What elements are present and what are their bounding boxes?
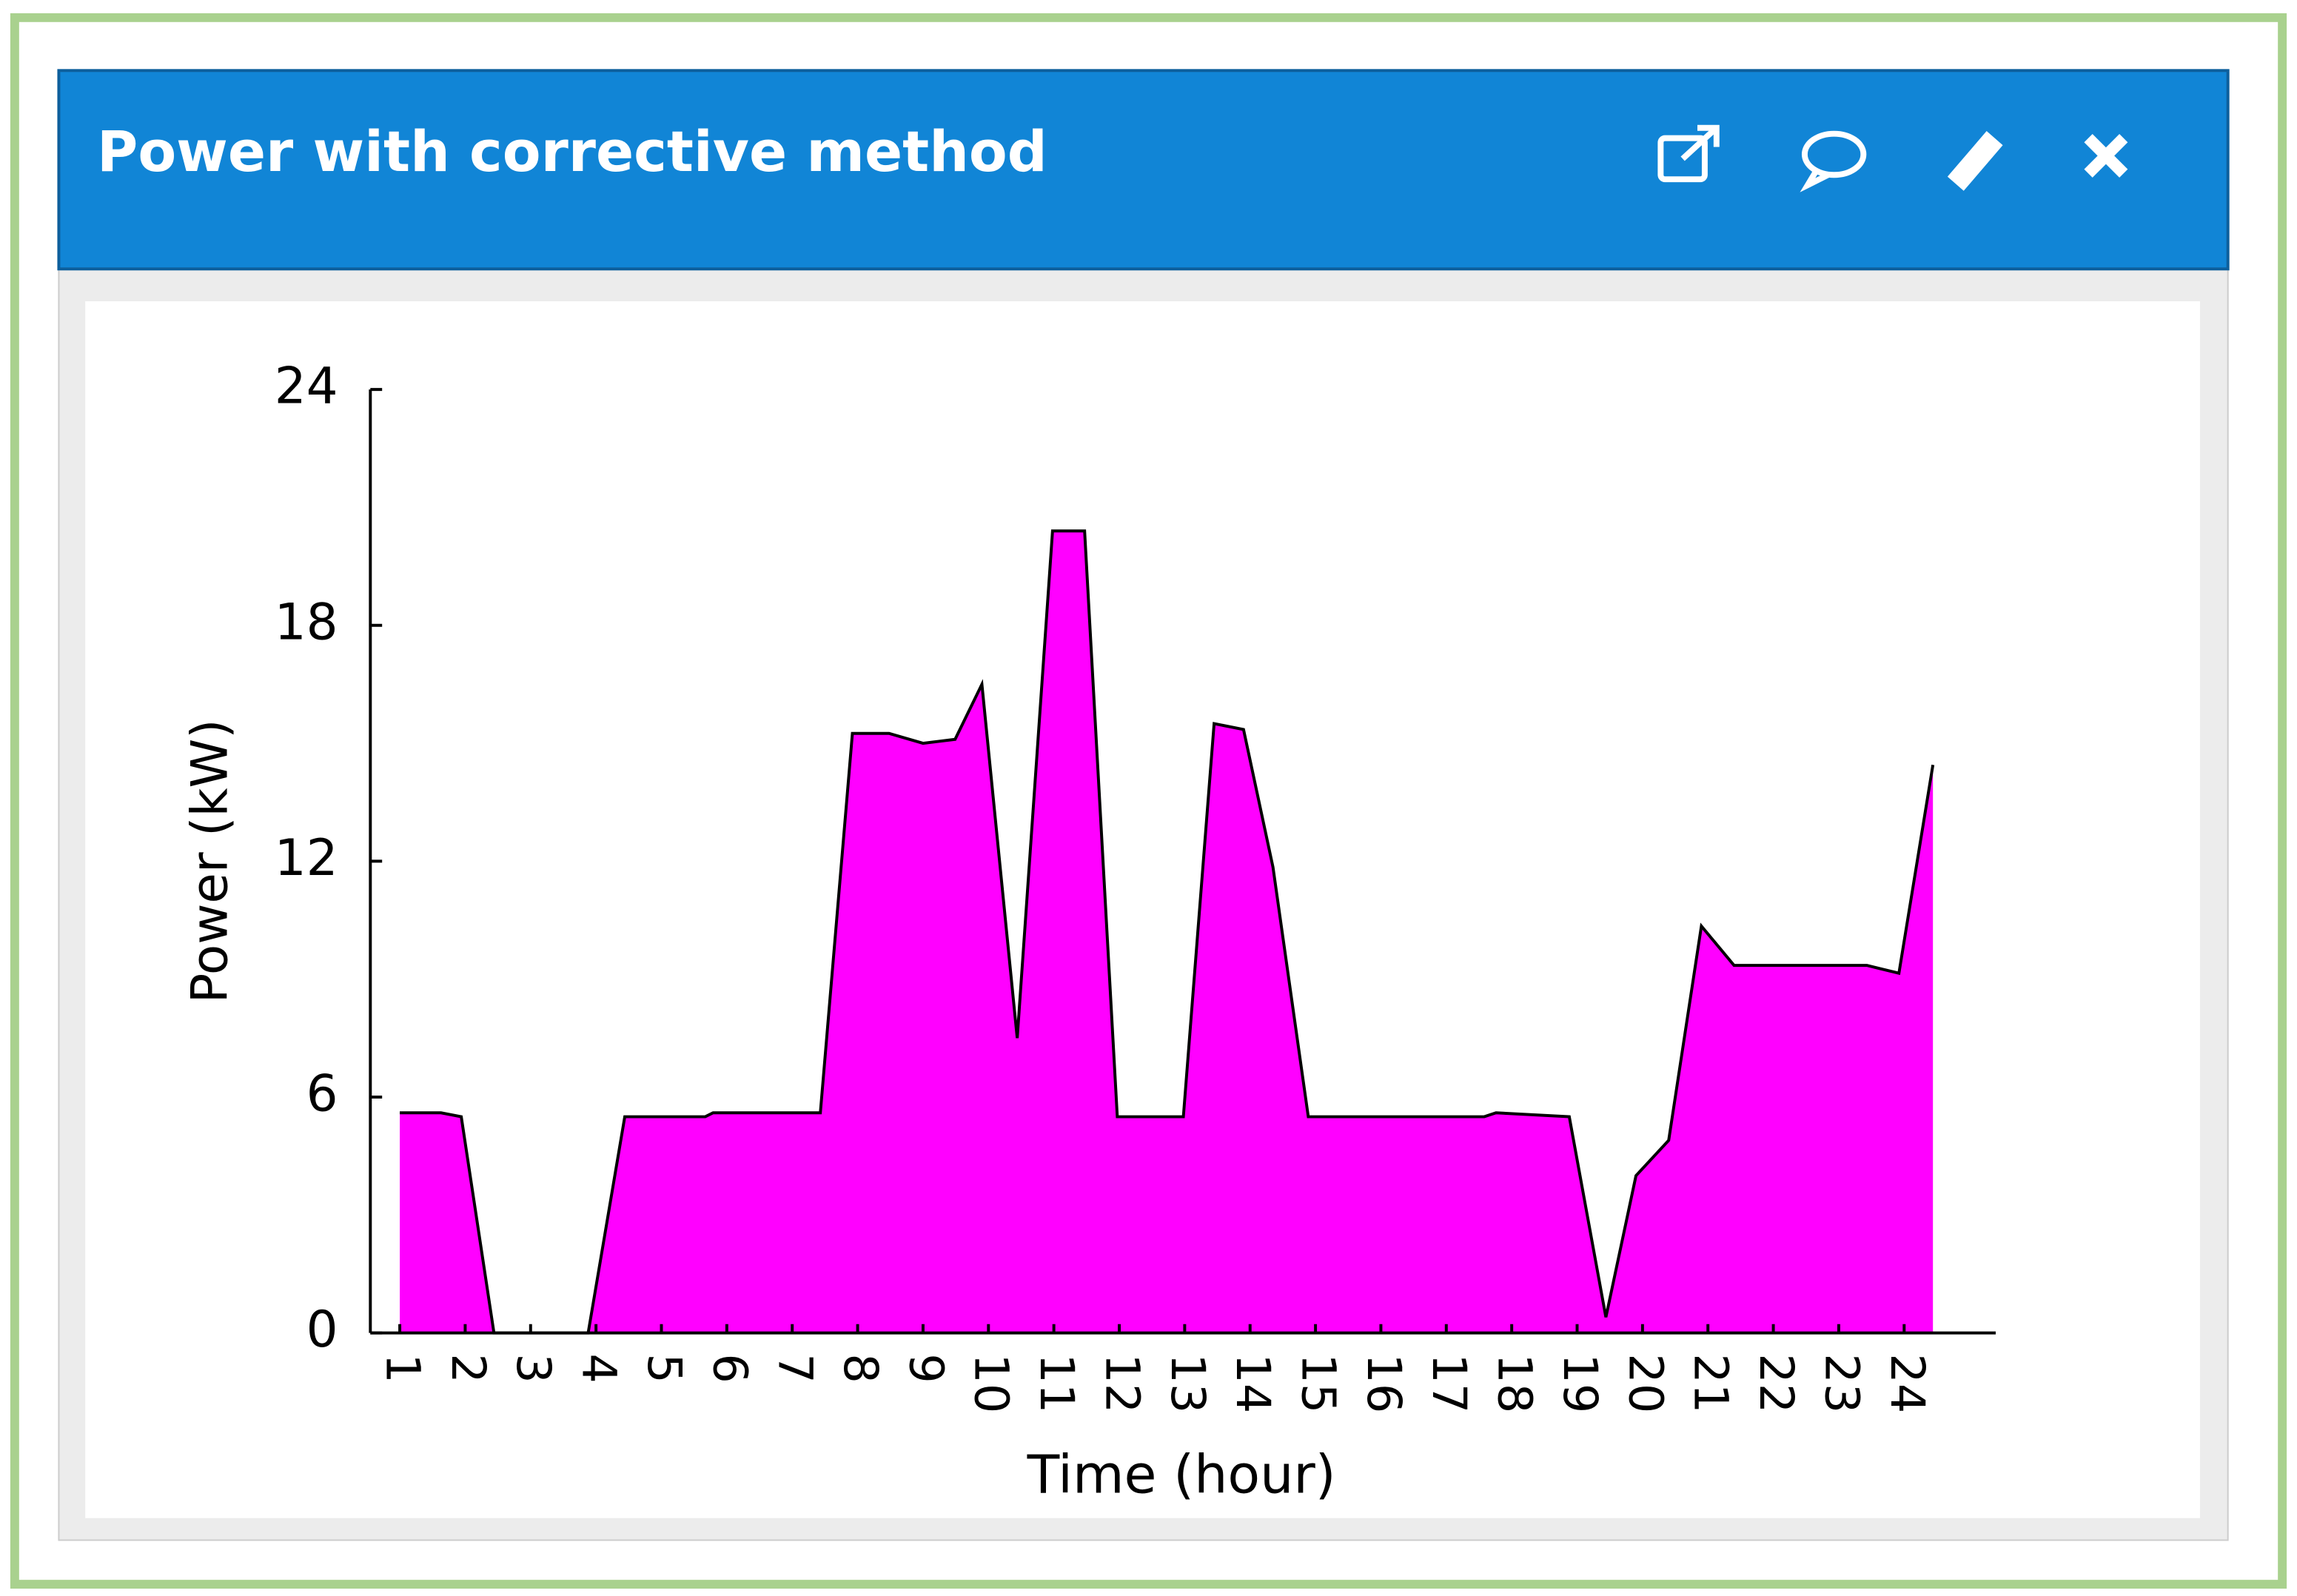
panel-title: Power with corrective method <box>97 119 1047 184</box>
x-tick-label: 19 <box>1553 1353 1608 1413</box>
open-button[interactable] <box>1657 124 1720 183</box>
x-tick-label: 4 <box>572 1353 627 1383</box>
y-tick-label: 6 <box>306 1064 338 1123</box>
y-tick-label: 18 <box>275 592 338 651</box>
x-tick-label: 3 <box>506 1353 561 1383</box>
x-tick-label: 10 <box>965 1353 1019 1413</box>
x-tick-label: 8 <box>834 1353 888 1383</box>
x-tick-label: 15 <box>1292 1353 1347 1413</box>
x-tick-label: 17 <box>1422 1353 1477 1413</box>
comment-button[interactable] <box>1800 130 1867 192</box>
plot-background <box>85 301 2200 1518</box>
x-tick-label: 1 <box>375 1353 430 1383</box>
x-tick-label: 16 <box>1357 1353 1412 1413</box>
close-button[interactable] <box>2084 133 2128 178</box>
x-tick-label: 9 <box>899 1353 953 1383</box>
line <box>400 529 1935 1335</box>
x-tick-label: 24 <box>1880 1353 1935 1413</box>
x-tick-label: 21 <box>1684 1353 1739 1413</box>
x-tick-label: 6 <box>702 1353 757 1383</box>
icons <box>1657 124 2128 192</box>
x-tick-label: 11 <box>1030 1353 1084 1413</box>
panel-header <box>57 69 2230 271</box>
x-tick-label: 18 <box>1488 1353 1543 1413</box>
edit-button[interactable] <box>1947 131 2003 191</box>
x-tick-label: 12 <box>1095 1353 1150 1413</box>
x-tick-label: 2 <box>441 1353 496 1383</box>
y-tick-label: 24 <box>275 357 338 415</box>
area <box>400 531 1934 1333</box>
x-tick-label: 14 <box>1226 1353 1281 1413</box>
x-axis-label: Time (hour) <box>1027 1444 1336 1506</box>
y-tick-label: 12 <box>275 828 338 887</box>
x-tick-label: 5 <box>637 1353 692 1383</box>
x-tick-label: 20 <box>1618 1353 1673 1413</box>
x-tick-label: 7 <box>768 1353 823 1383</box>
x-tick-label: 13 <box>1161 1353 1215 1413</box>
x-tick-label: 23 <box>1814 1353 1869 1413</box>
y-axis-label: Power (kW) <box>180 719 238 1003</box>
y-tick-label: 0 <box>306 1300 338 1358</box>
x-tick-label: 22 <box>1749 1353 1804 1413</box>
